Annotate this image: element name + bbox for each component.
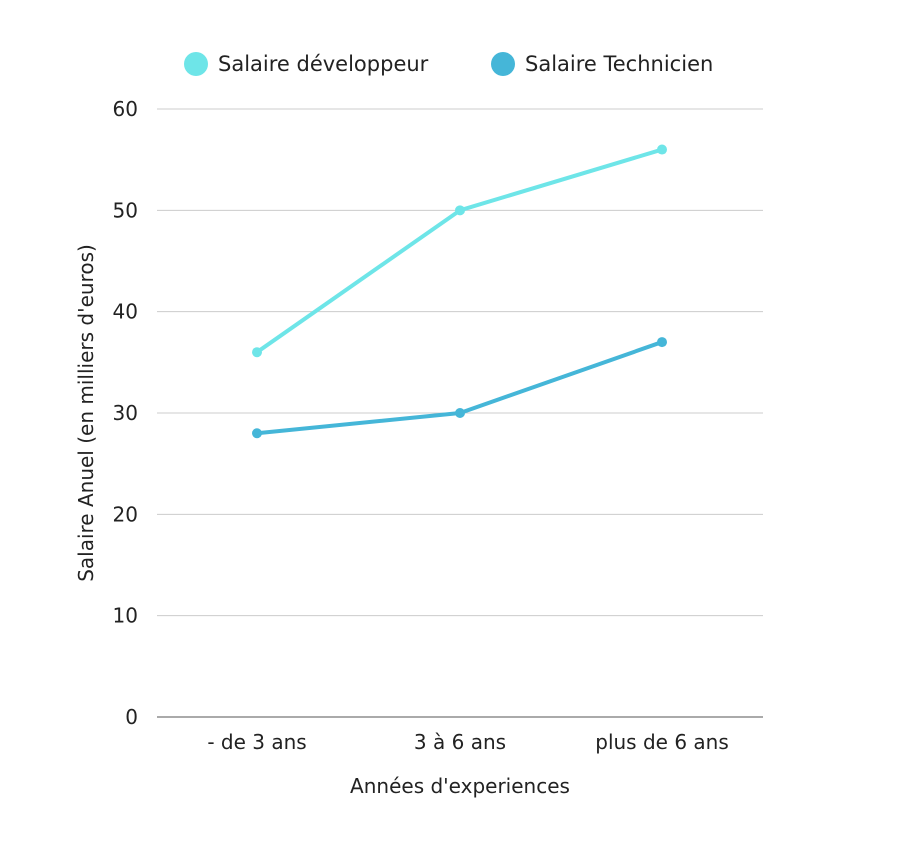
- data-point: [252, 428, 262, 439]
- y-tick-label: 40: [113, 300, 138, 324]
- legend-label-technicien: Salaire Technicien: [525, 52, 713, 76]
- data-point: [455, 205, 465, 216]
- x-axis-title: Années d'experiences: [350, 774, 570, 798]
- data-point: [252, 347, 262, 358]
- series-technicien: [252, 337, 667, 439]
- x-axis-ticks: - de 3 ans 3 à 6 ans plus de 6 ans: [207, 730, 728, 754]
- series-developpeur: [252, 144, 667, 358]
- y-tick-label: 50: [113, 198, 138, 222]
- legend-item-developpeur: Salaire développeur: [184, 52, 429, 76]
- legend: Salaire développeur Salaire Technicien: [184, 52, 713, 76]
- y-tick-label: 0: [125, 705, 138, 729]
- x-tick-label: plus de 6 ans: [595, 730, 729, 754]
- series-line: [255, 340, 664, 436]
- y-tick-label: 10: [113, 604, 138, 628]
- data-point: [657, 337, 667, 348]
- data-point: [657, 144, 667, 155]
- legend-label-developpeur: Salaire développeur: [218, 52, 429, 76]
- data-point: [455, 408, 465, 418]
- y-tick-label: 60: [113, 97, 138, 121]
- series-line: [255, 147, 664, 355]
- legend-marker-developpeur: [184, 52, 208, 76]
- y-axis-title: Salaire Anuel (en milliers d'euros): [74, 244, 98, 582]
- y-axis-ticks: 0 10 20 30 40 50 60: [113, 97, 138, 729]
- legend-marker-technicien: [491, 52, 515, 76]
- legend-item-technicien: Salaire Technicien: [491, 52, 713, 76]
- x-tick-label: - de 3 ans: [207, 730, 306, 754]
- x-tick-label: 3 à 6 ans: [414, 730, 506, 754]
- y-tick-label: 30: [113, 401, 138, 425]
- series-lines: [252, 144, 667, 439]
- y-tick-label: 20: [113, 502, 138, 526]
